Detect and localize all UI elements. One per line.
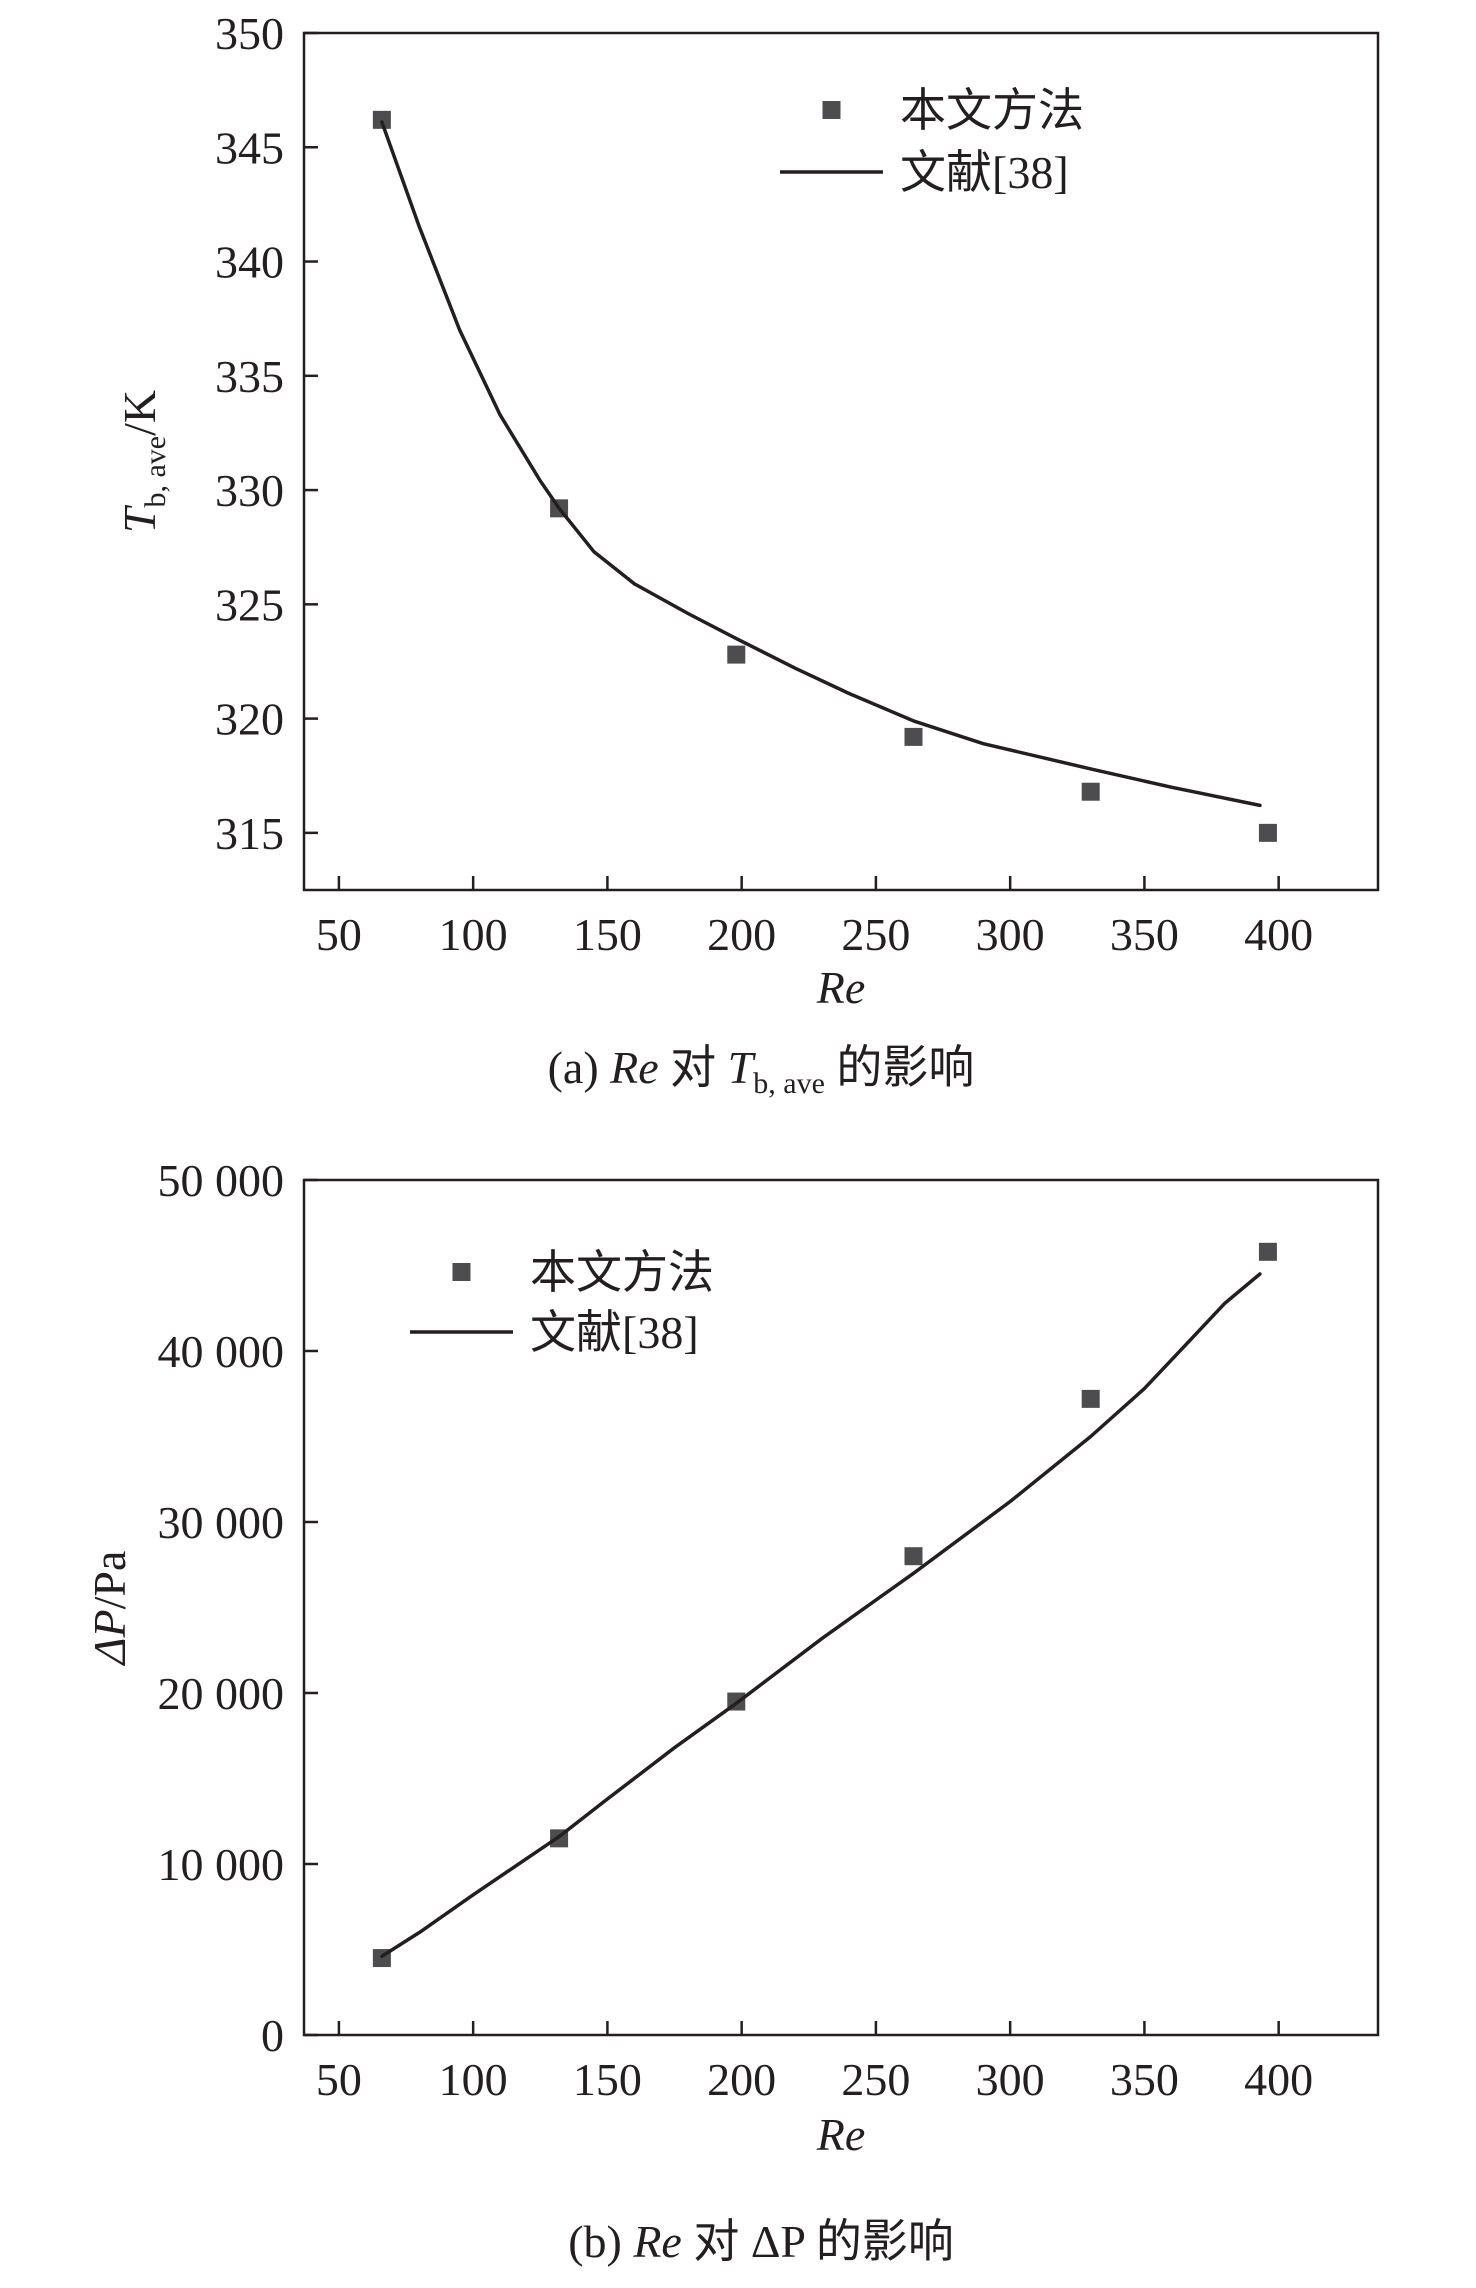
legend-label: 文献[38] xyxy=(530,1307,699,1358)
x-tick-label: 400 xyxy=(1244,2054,1313,2105)
legend-marker xyxy=(452,1263,471,1281)
x-tick-label: 50 xyxy=(316,2054,362,2105)
x-tick-label: 200 xyxy=(707,2054,776,2105)
caption-suffix: 的影响 xyxy=(804,2216,954,2267)
y-tick-label: 315 xyxy=(215,808,284,859)
y-axis-title: ΔP/Pa xyxy=(84,1551,135,1667)
y-axis-symbol: T xyxy=(114,504,165,533)
x-tick-label: 400 xyxy=(1244,909,1313,960)
caption-prefix: (b) xyxy=(568,2216,633,2267)
x-tick-label: 100 xyxy=(439,2054,508,2105)
caption-symbol: ΔP xyxy=(751,2216,805,2267)
y-axis-title: Tb, ave/K xyxy=(114,390,172,533)
caption-middle: 对 xyxy=(682,2216,751,2267)
caption-middle: 对 xyxy=(659,1042,728,1093)
y-tick-label: 345 xyxy=(215,122,284,173)
series-line xyxy=(380,120,1262,808)
x-tick-label: 300 xyxy=(976,2054,1045,2105)
plot-frame xyxy=(302,31,1380,892)
y-tick-label: 50 000 xyxy=(158,1155,285,1206)
x-tick-label: 150 xyxy=(573,2054,642,2105)
chart-panel-a: 50 100 150 200 250 300 350 400 315 320 325 330 335 34… xyxy=(114,8,1380,1100)
x-axis-title: Re xyxy=(816,962,866,1013)
y-tick-label: 0 xyxy=(261,2010,284,2061)
caption-symbol: T xyxy=(728,1042,757,1093)
data-point xyxy=(1258,1242,1277,1261)
y-tick-label: 350 xyxy=(215,8,284,59)
data-point xyxy=(727,645,746,664)
plot-frame xyxy=(302,1178,1380,2037)
data-point xyxy=(904,1547,923,1566)
y-axis-unit: /K xyxy=(114,390,165,436)
x-axis-title: Re xyxy=(816,2109,866,2160)
chart-caption: (b) Re 对 ΔP 的影响 xyxy=(568,2216,954,2267)
y-tick-label: 325 xyxy=(215,579,284,630)
data-point xyxy=(904,727,923,746)
x-tick-label: 300 xyxy=(976,909,1045,960)
x-tick-label: 250 xyxy=(841,2054,910,2105)
x-tick-label: 100 xyxy=(439,909,508,960)
y-tick-label: 20 000 xyxy=(158,1668,285,1719)
x-tick-label: 150 xyxy=(573,909,642,960)
caption-prefix: (a) xyxy=(548,1042,611,1093)
y-tick-label: 340 xyxy=(215,237,284,288)
chart-panel-b: 50 100 150 200 250 300 350 400 0 10 000 20 000 30 0… xyxy=(84,1155,1380,2267)
legend-label: 本文方法 xyxy=(530,1247,714,1298)
caption-variable: Re xyxy=(632,2216,682,2267)
x-tick-label: 350 xyxy=(1110,909,1179,960)
y-axis-symbol: ΔP xyxy=(84,1609,135,1666)
data-point xyxy=(1258,823,1277,842)
x-tick-label: 50 xyxy=(316,909,362,960)
y-tick-label: 320 xyxy=(215,694,284,745)
x-tick-label: 350 xyxy=(1110,2054,1179,2105)
y-tick-label: 335 xyxy=(215,351,284,402)
chart-caption: (a) Re 对 Tb, ave 的影响 xyxy=(548,1042,975,1100)
data-point xyxy=(1081,1389,1100,1408)
caption-subscript: b, ave xyxy=(753,1067,825,1100)
legend-label: 本文方法 xyxy=(900,85,1084,136)
data-point xyxy=(372,110,391,129)
series-line xyxy=(380,1272,1262,1959)
y-tick-label: 30 000 xyxy=(158,1497,285,1548)
caption-variable: Re xyxy=(609,1042,659,1093)
caption-suffix: 的影响 xyxy=(825,1042,975,1093)
y-axis-unit: /Pa xyxy=(84,1551,135,1610)
y-axis-subscript: b, ave xyxy=(139,436,172,508)
x-tick-label: 250 xyxy=(841,909,910,960)
y-tick-label: 40 000 xyxy=(158,1326,285,1377)
legend-marker xyxy=(822,101,841,119)
y-tick-label: 10 000 xyxy=(158,1839,285,1890)
y-tick-label: 330 xyxy=(215,465,284,516)
x-tick-label: 200 xyxy=(707,909,776,960)
data-point xyxy=(1081,782,1100,801)
legend-label: 文献[38] xyxy=(900,147,1069,198)
